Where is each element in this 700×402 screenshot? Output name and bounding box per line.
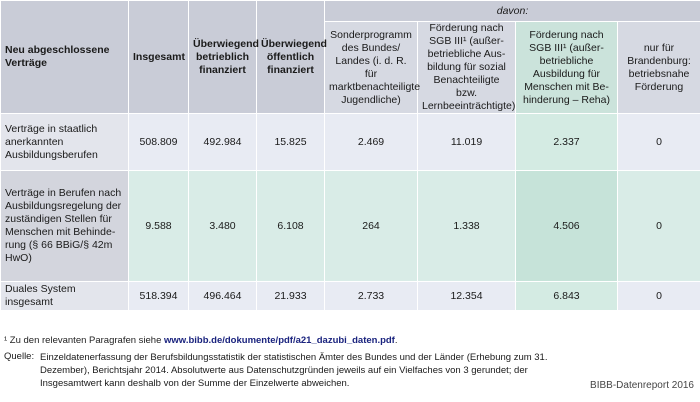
header-row-label: Neu abgeschlossene Verträge [0, 0, 129, 114]
cell-brandenburg: 0 [616, 113, 700, 171]
cell-sgb-benachteiligte: 1.338 [417, 170, 516, 282]
cell-sgb-reha: 2.337 [515, 113, 618, 171]
source-text: Einzeldatenerfassung der Berufsbildungss… [40, 352, 548, 389]
cell-insgesamt: 508.809 [128, 113, 189, 171]
cell-betrieblich: 3.480 [188, 170, 257, 282]
footnote-end: . [394, 335, 398, 346]
row-label: Verträge in Berufen nach Ausbildungsrege… [0, 170, 129, 282]
header-brandenburg: nur für Branden­burg: betriebsnahe Förde… [616, 21, 700, 114]
header-davon: davon: [323, 0, 700, 22]
row-label: Duales System insgesamt [0, 281, 129, 311]
data-table: Neu abgeschlossene Verträge Insgesamt Üb… [0, 0, 700, 311]
cell-oeffentlich: 6.108 [256, 170, 325, 282]
cell-betrieblich: 496.464 [188, 281, 257, 311]
footnote-text: ¹ Zu den relevanten Paragrafen siehe [4, 335, 165, 346]
header-oeffentlich: Überwiegend öffentlich finanziert [256, 0, 327, 114]
cell-betrieblich: 492.984 [188, 113, 257, 171]
cell-sonderprogramm: 264 [324, 170, 418, 282]
footnote: ¹ Zu den relevanten Paragrafen siehe www… [4, 334, 398, 347]
table-row: Duales System insgesamt 518.394 496.464 … [0, 281, 700, 311]
cell-brandenburg: 0 [616, 281, 700, 311]
cell-oeffentlich: 15.825 [256, 113, 325, 171]
cell-oeffentlich: 21.933 [256, 281, 325, 311]
cell-sonderprogramm: 2.469 [324, 113, 418, 171]
row-label: Verträge in staatlich anerkannten Ausbil… [0, 113, 129, 171]
header-sgb-reha: Förderung nach SGB III¹ (außer­betriebli… [515, 21, 618, 114]
header-betrieblich: Überwiegend betrieblich finanziert [188, 0, 259, 114]
cell-sgb-benachteiligte: 12.354 [417, 281, 516, 311]
header-sgb-benachteiligte: Förderung nach SGB III¹ (außer­betriebli… [417, 21, 516, 114]
table-row: Verträge in Berufen nach Ausbildungsrege… [0, 170, 700, 282]
cell-sgb-reha: 4.506 [515, 170, 618, 282]
footnote-link[interactable]: www.bibb.de/dokumente/pdf/a21_dazubi_dat… [164, 335, 395, 346]
cell-sonderprogramm: 2.733 [324, 281, 418, 311]
table-row: Verträge in staatlich anerkannten Ausbil… [0, 113, 700, 171]
header-sonderprogramm: Sonderprogramm des Bundes/ Landes (i. d.… [324, 21, 420, 114]
cell-sgb-benachteiligte: 11.019 [417, 113, 516, 171]
cell-insgesamt: 9.588 [128, 170, 189, 282]
cell-insgesamt: 518.394 [128, 281, 189, 311]
cell-brandenburg: 0 [616, 170, 700, 282]
credit-label: BIBB-Datenreport 2016 [590, 380, 694, 391]
cell-sgb-reha: 6.843 [515, 281, 618, 311]
source-label: Quelle: [4, 351, 35, 362]
header-insgesamt: Insgesamt [128, 0, 189, 114]
